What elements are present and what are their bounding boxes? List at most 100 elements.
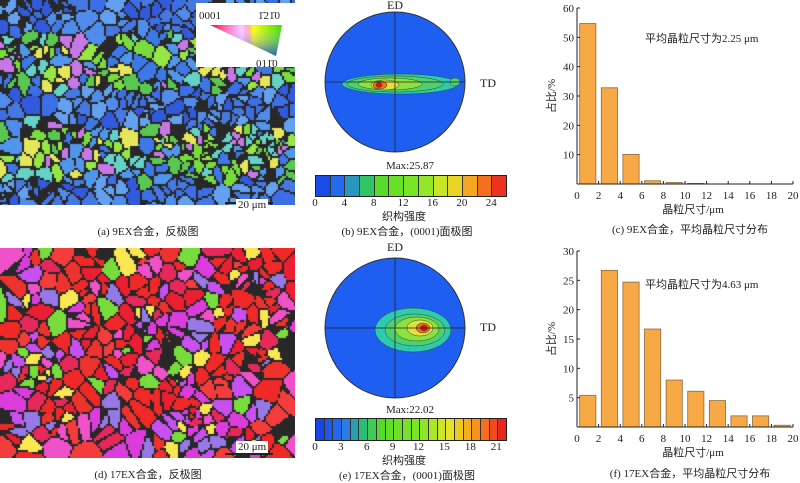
td-label-e: TD bbox=[480, 320, 496, 334]
colorbar-tick-label: 21 bbox=[490, 441, 502, 453]
caption-b: (b) 9EX合金，(0001)面极图 bbox=[341, 226, 473, 238]
bar bbox=[730, 415, 748, 428]
bar bbox=[665, 379, 683, 428]
y-tick-label: 25 bbox=[563, 275, 575, 287]
x-tick-label: 4 bbox=[617, 433, 623, 445]
x-tick-label: 8 bbox=[661, 190, 667, 202]
colorbar-segment bbox=[481, 419, 490, 440]
colorbar-segment bbox=[350, 419, 360, 440]
histogram-9ex: 0 2 4 6 8 10 12 14 16 18 20 10 20 30 40 50 60 晶粒尺寸/μm 占比/%… bbox=[544, 3, 800, 236]
colorbar-segment bbox=[433, 176, 449, 196]
caption-a: (a) 9EX合金，反极图 bbox=[97, 226, 199, 238]
x-tick-label: 20 bbox=[788, 433, 800, 445]
x-tick-label: 18 bbox=[766, 433, 778, 445]
colorbar-segment bbox=[418, 176, 434, 196]
y-tick-label: 50 bbox=[563, 32, 575, 44]
colorbar-tick-label: 0 bbox=[312, 441, 318, 453]
bar bbox=[579, 394, 597, 428]
caption: (c) 9EX合金，平均晶粒尺寸分布 bbox=[612, 222, 768, 236]
x-axis-label: 晶粒尺寸/μm bbox=[662, 445, 724, 459]
colorbar-segment bbox=[489, 419, 499, 440]
ipf-0110-label: 011̄0 bbox=[256, 58, 278, 70]
y-axis-label: 占比/% bbox=[544, 322, 558, 356]
colorbar-segment bbox=[463, 419, 473, 440]
colorbar-segment bbox=[446, 419, 455, 440]
x-tick-label: 10 bbox=[680, 190, 692, 202]
annotation: 平均晶粒尺寸为2.25 μm bbox=[645, 31, 759, 45]
colorbar-segment bbox=[316, 176, 331, 196]
colorbar-segment bbox=[376, 419, 386, 440]
colorbar-segment bbox=[316, 419, 325, 440]
colorbar-segment bbox=[411, 419, 421, 440]
x-tick-label: 0 bbox=[574, 433, 580, 445]
x-axis-label: 晶粒尺寸/μm bbox=[662, 202, 724, 216]
colorbar-segment bbox=[368, 419, 377, 440]
colorbar-segment bbox=[360, 176, 375, 196]
colorbar-segment bbox=[330, 176, 346, 196]
annotation: 平均晶粒尺寸为4.63 μm bbox=[645, 277, 759, 291]
bar bbox=[644, 328, 662, 428]
colorbar-segment bbox=[333, 419, 343, 440]
colorbar-segment bbox=[374, 176, 390, 196]
x-tick-label: 8 bbox=[661, 433, 667, 445]
colorbar-segment bbox=[472, 419, 482, 440]
colorbar-segment bbox=[477, 176, 493, 196]
colorbar-tick-label: 18 bbox=[464, 441, 476, 453]
histogram-17ex: 0 2 4 6 8 10 12 14 16 18 20 5 10 15 20 25 30 晶粒尺寸/μm 占比/% 平… bbox=[544, 246, 800, 480]
bar bbox=[752, 415, 770, 428]
colorbar-segment bbox=[394, 419, 403, 440]
colorbar-segment bbox=[385, 419, 395, 440]
colorbar-tick-label: 15 bbox=[438, 441, 450, 453]
y-tick-label: 20 bbox=[563, 120, 575, 132]
x-tick-label: 20 bbox=[788, 190, 800, 202]
y-tick-label: 15 bbox=[563, 334, 575, 346]
x-tick-label: 14 bbox=[723, 433, 735, 445]
x-tick-label: 16 bbox=[744, 190, 756, 202]
y-tick-label: 40 bbox=[563, 62, 575, 74]
ed-label-b: ED bbox=[387, 0, 403, 12]
ipf-legend: 0001 1̄21̄0 011̄0 bbox=[196, 3, 296, 70]
colorbar-label-b: 织构强度 bbox=[382, 211, 426, 223]
ipf-1210-label: 1̄21̄0 bbox=[258, 10, 281, 22]
ipf-triangle: 0001 1̄21̄0 011̄0 bbox=[199, 10, 282, 70]
colorbar-tick-label: 16 bbox=[427, 197, 438, 209]
colorbar-tick-label: 0 bbox=[312, 197, 318, 209]
colorbar-segment bbox=[345, 176, 361, 196]
colorbar-segment bbox=[324, 419, 334, 440]
texture-contour bbox=[375, 82, 383, 88]
colorbar-tick-label: 9 bbox=[389, 441, 396, 453]
x-tick-label: 10 bbox=[680, 433, 692, 445]
scale-bar-d bbox=[225, 453, 273, 455]
x-tick-label: 6 bbox=[639, 433, 645, 445]
colorbar-tick-label: 3 bbox=[338, 441, 344, 453]
colorbar-label-e: 织构强度 bbox=[382, 455, 426, 467]
x-tick-label: 12 bbox=[701, 190, 712, 202]
colorbar-e bbox=[315, 418, 507, 441]
scale-bar-label-d: 20 μm bbox=[236, 441, 269, 453]
colorbar-b bbox=[315, 175, 507, 197]
bar bbox=[708, 400, 726, 428]
x-tick-label: 0 bbox=[574, 190, 580, 202]
colorbar-segment bbox=[420, 419, 429, 440]
scale-bar-label-a: 20 μm bbox=[236, 199, 269, 211]
caption-d: (d) 17EX合金，反极图 bbox=[94, 469, 202, 481]
colorbar-segment bbox=[428, 419, 438, 440]
bar bbox=[600, 87, 618, 185]
colorbar-tick-label: 6 bbox=[364, 441, 370, 453]
y-axis-label: 占比/% bbox=[544, 79, 558, 113]
x-tick-label: 4 bbox=[617, 190, 623, 202]
ed-label-e: ED bbox=[387, 240, 403, 254]
colorbar-segment bbox=[492, 176, 506, 196]
colorbar-tick-label: 20 bbox=[456, 197, 468, 209]
colorbar-tick-label: 8 bbox=[371, 197, 377, 209]
caption: (f) 17EX合金，平均晶粒尺寸分布 bbox=[610, 466, 770, 480]
bar bbox=[622, 281, 640, 428]
colorbar-ticks-e: 0 3 6 9 12 15 18 21 bbox=[312, 441, 505, 453]
colorbar-segment bbox=[455, 419, 464, 440]
colorbar-segment bbox=[359, 419, 369, 440]
max-label-b: Max:25.87 bbox=[386, 160, 434, 172]
bar bbox=[600, 269, 618, 428]
bar bbox=[687, 390, 705, 428]
pole-figure-9ex bbox=[324, 11, 466, 153]
